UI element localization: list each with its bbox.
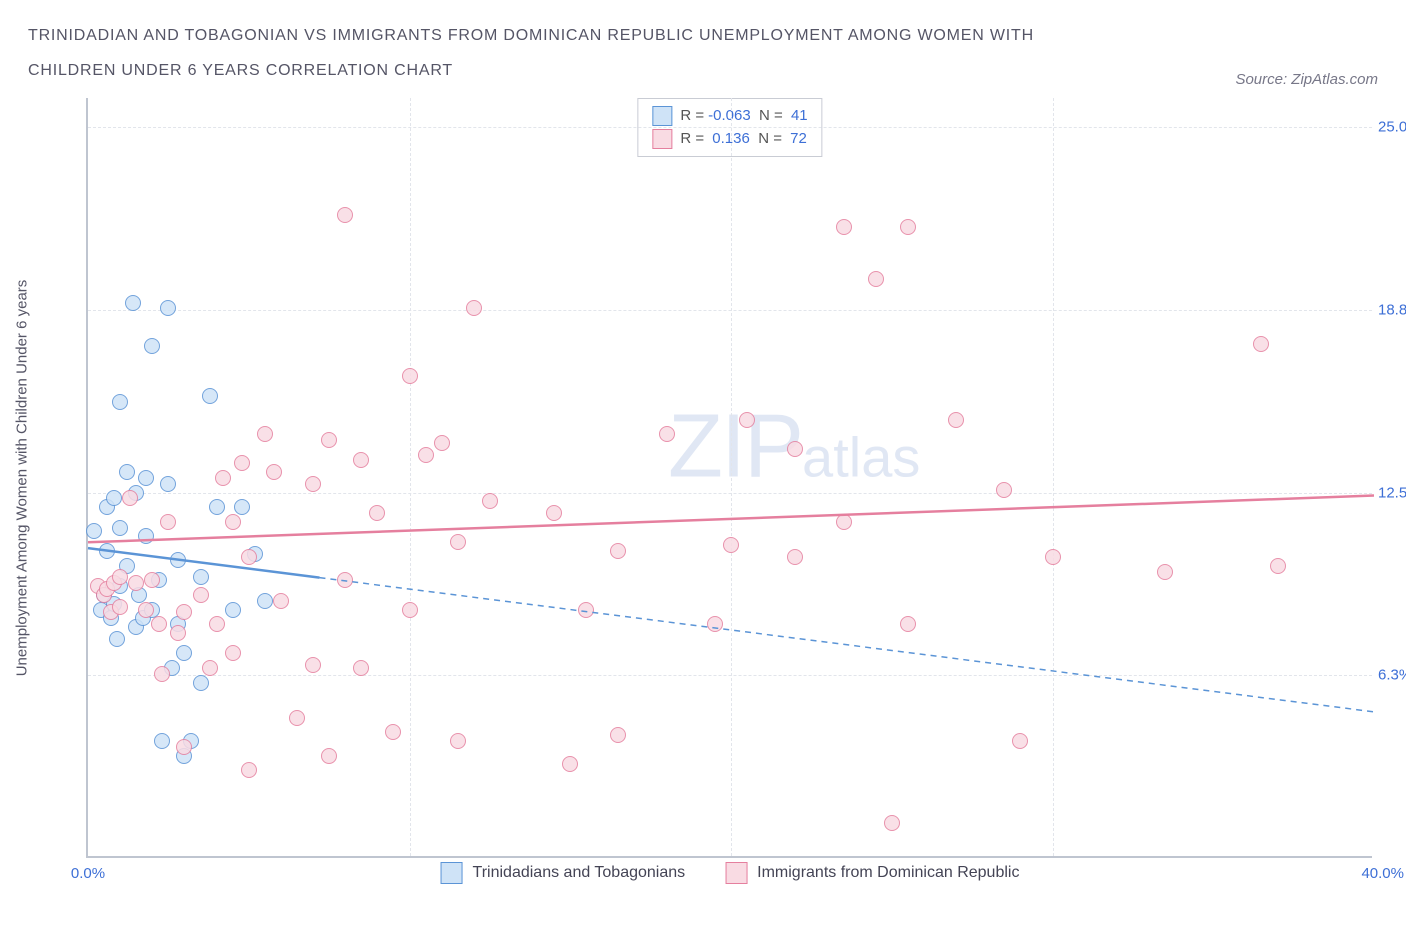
y-tick-label: 18.8% bbox=[1378, 301, 1406, 318]
chart-source: Source: ZipAtlas.com bbox=[1235, 71, 1378, 88]
chart-area: Unemployment Among Women with Children U… bbox=[62, 98, 1372, 858]
scatter-plot: ZIPatlas R =-0.063 N = 41 R = 0.136 N = … bbox=[86, 98, 1372, 858]
y-axis-label: Unemployment Among Women with Children U… bbox=[14, 280, 31, 677]
legend-item-1: Immigrants from Dominican Republic bbox=[725, 862, 1019, 884]
y-tick-label: 6.3% bbox=[1378, 667, 1406, 684]
legend-swatch-icon bbox=[725, 862, 747, 884]
chart-header: TRINIDADIAN AND TOBAGONIAN VS IMMIGRANTS… bbox=[0, 0, 1406, 98]
y-tick-label: 12.5% bbox=[1378, 484, 1406, 501]
chart-title: TRINIDADIAN AND TOBAGONIAN VS IMMIGRANTS… bbox=[28, 18, 1108, 88]
legend-swatch-icon bbox=[441, 862, 463, 884]
legend-item-0: Trinidadians and Tobagonians bbox=[441, 862, 686, 884]
trend-line bbox=[88, 98, 1374, 858]
legend-label: Immigrants from Dominican Republic bbox=[757, 864, 1019, 882]
y-tick-label: 25.0% bbox=[1378, 119, 1406, 136]
series-legend: Trinidadians and Tobagonians Immigrants … bbox=[441, 862, 1020, 884]
x-tick-label: 0.0% bbox=[71, 865, 105, 882]
x-tick-label: 40.0% bbox=[1361, 865, 1404, 882]
legend-label: Trinidadians and Tobagonians bbox=[473, 864, 686, 882]
